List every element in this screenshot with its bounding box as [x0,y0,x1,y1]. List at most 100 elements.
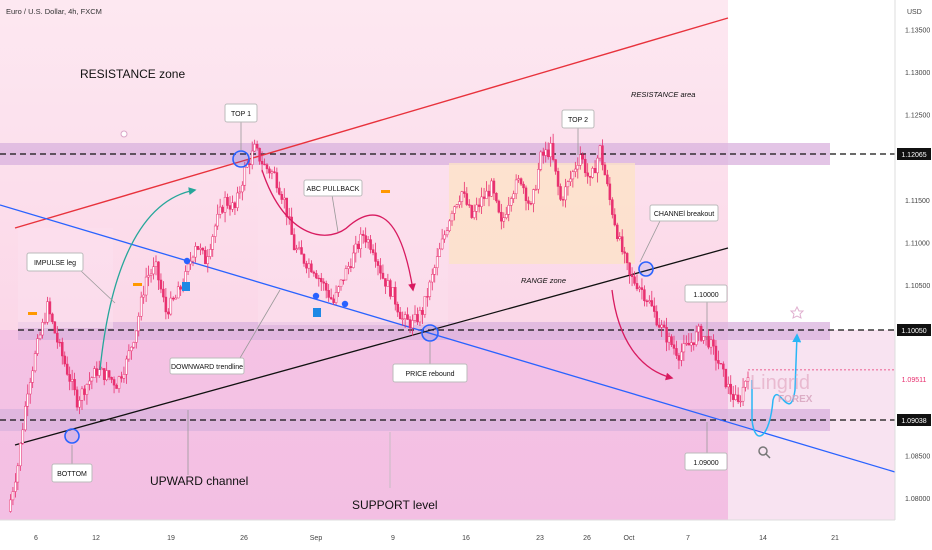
candle-body [431,274,434,283]
candle-body [305,263,308,269]
candle-body [48,301,52,315]
candle-body [739,400,742,403]
candle-body [500,211,503,222]
date-tick-label: 26 [583,535,591,542]
candle-body [19,443,22,467]
upper-channel-line[interactable] [14,17,729,229]
candle-body [482,196,486,199]
impulse-label-box [26,252,84,272]
abc-label-box [303,179,363,197]
projection-path [751,333,802,437]
candle-body [655,311,658,326]
candle-body [485,190,488,199]
candle-body [164,296,168,313]
candle-body [70,379,74,382]
candle-body [263,163,266,166]
breakout-label: CHANNEl breakout [654,211,714,218]
price-tick-label: 1.11500 [905,198,930,205]
candle-body [455,204,459,208]
candle-body [112,379,116,386]
candle-body [680,351,683,361]
candle-body [349,266,353,268]
candle-body [374,252,377,262]
candle-body [194,246,197,258]
candle-body [736,394,740,402]
candle-body [542,151,545,156]
candle-body [11,491,15,501]
candle-body [253,143,256,152]
candle-body [445,230,449,236]
candle-body [551,143,555,160]
candle-body [465,193,469,205]
candle-body [332,298,335,303]
upper-level-badge [897,148,931,160]
candle-body [334,292,338,303]
candle-body [31,370,34,383]
candle-body [458,201,461,205]
price-rebound-marker[interactable] [421,324,439,342]
resistance-zone-label: RESISTANCE zone [80,67,185,81]
candle-body [623,251,626,254]
candle-body [386,280,390,287]
candle-body [117,376,121,389]
candle-body [26,393,29,407]
candle-body [549,143,552,158]
candle-body [734,394,737,400]
channel-breakout-marker[interactable] [638,261,654,277]
candle-body [209,249,212,257]
upward-channel-line[interactable] [14,247,729,446]
candle-body [85,384,89,395]
candle-body [226,197,229,206]
candle-body [537,169,540,190]
candle-body [9,499,12,512]
downward-trendline[interactable] [0,204,896,473]
price-axis[interactable] [895,0,932,550]
candle-body [268,168,271,174]
downward-label: DOWNWARD trendline [171,364,243,371]
candle-body [83,388,86,395]
candle-body [371,249,375,254]
candle-body [250,150,254,165]
candle-body [102,368,106,380]
candle-body [653,305,656,312]
candle-body [667,336,671,343]
candle-body [243,166,247,186]
top1-label: TOP 1 [231,111,251,118]
candle-body [712,339,715,347]
candle-body [438,248,441,257]
candle-body [640,287,644,290]
candle-body [159,279,163,290]
candle-body [167,311,170,315]
candle-body [61,341,64,357]
date-tick-label: 12 [92,535,100,542]
candle-body [115,384,118,389]
candle-body [502,217,506,222]
candle-body [322,281,325,284]
candle-body [687,342,691,346]
price-tick-label: 1.13000 [905,70,930,77]
time-axis[interactable] [0,520,895,550]
candle-body [539,151,543,170]
candle-body [255,143,259,149]
candle-body [433,267,436,275]
candle-body [741,386,745,402]
candle-body [492,180,496,194]
candle-body [546,149,550,158]
top1-marker[interactable] [232,150,250,168]
candle-body [174,297,177,300]
candle-body [418,310,422,323]
arrow-up-icon [182,282,190,291]
candle-body [352,252,355,268]
candle-body [379,265,382,274]
range-zone-label: RANGE zone [521,276,566,285]
current-price-badge-text: 1.09511 [902,377,927,384]
candle-body [364,235,367,243]
candle-body [152,266,155,275]
candle-body [273,171,276,173]
breakout-pointer [639,220,661,263]
candle-body [514,179,518,195]
bottom-marker[interactable] [64,428,80,444]
hammer-icon [28,312,37,315]
upward-channel-label: UPWARD channel [150,474,248,488]
